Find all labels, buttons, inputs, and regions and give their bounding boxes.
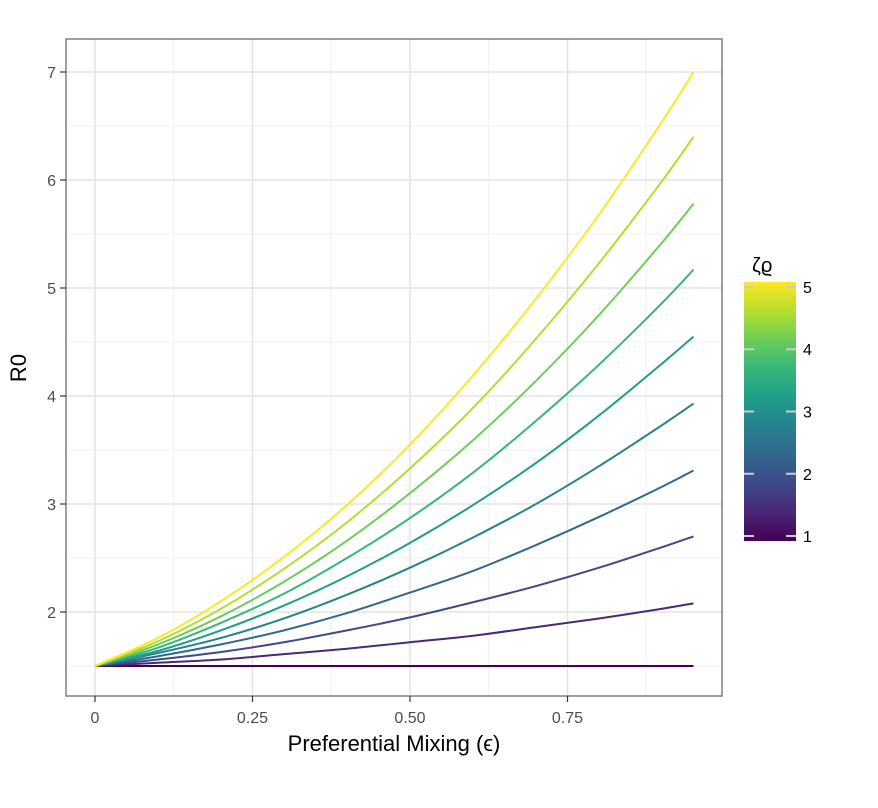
colorbar-tick-label: 2 (803, 467, 812, 484)
series-line-zeta-1.89 (94, 535, 694, 667)
x-tick-label: 0.75 (552, 710, 583, 727)
x-tick-label: 0 (91, 710, 100, 727)
series-lines (94, 71, 695, 668)
x-axis: 0 0.25 0.50 0.75 (91, 696, 583, 727)
series-line-zeta-3.22 (94, 335, 695, 667)
series-line-zeta-2.78 (94, 402, 695, 667)
y-tick-label: 5 (47, 281, 56, 298)
grid (66, 39, 722, 696)
y-tick-label: 2 (47, 605, 56, 622)
series-line-zeta-4.56 (94, 136, 695, 667)
series-line-zeta-3.67 (94, 268, 695, 667)
colorbar-tick-label: 1 (803, 529, 812, 546)
colorbar-tick-label: 4 (803, 342, 812, 359)
y-tick-label: 3 (47, 497, 56, 514)
x-tick-label: 0.25 (237, 710, 268, 727)
series-line-zeta-2.33 (94, 469, 694, 667)
y-tick-label: 6 (47, 173, 56, 190)
series-line-zeta-1.44 (94, 602, 694, 667)
x-tick-label: 0.50 (394, 710, 425, 727)
y-tick-label: 7 (47, 65, 56, 82)
colorbar-tick-label: 3 (803, 405, 812, 422)
series-line-zeta-5 (94, 71, 695, 667)
y-axis-label: R0 (6, 354, 31, 382)
y-tick-label: 4 (47, 389, 56, 406)
legend-title: ζϱ (752, 255, 772, 277)
x-axis-label: Preferential Mixing (ϵ) (288, 731, 501, 756)
series-line-zeta-4.11 (94, 203, 695, 667)
plot-panel-border (65, 38, 723, 697)
colorbar-tick-label: 5 (803, 280, 812, 297)
y-axis: 2 3 4 5 6 7 (47, 65, 66, 622)
colorbar-legend: ζϱ 1 2 3 4 5 (744, 255, 812, 546)
